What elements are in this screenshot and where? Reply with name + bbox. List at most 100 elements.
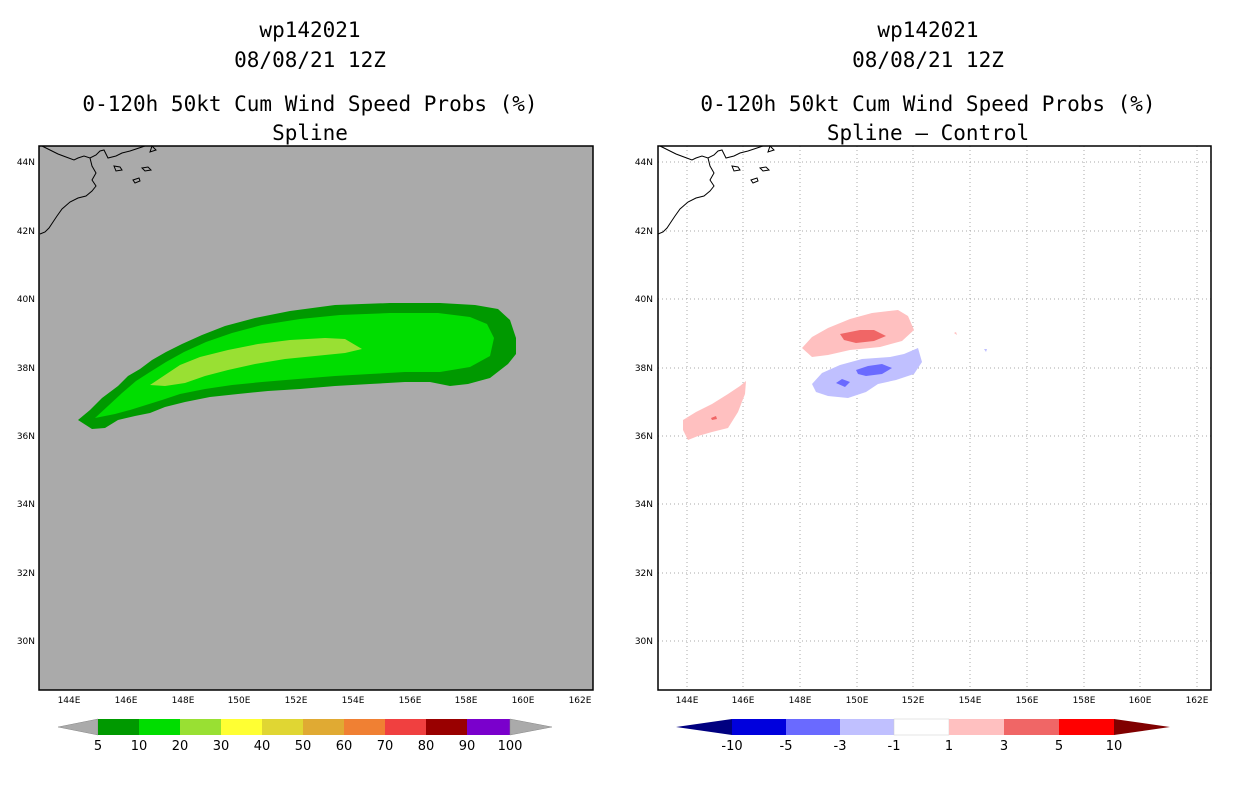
left-colorbar-swatch-1 [139, 719, 180, 735]
left-colorbar-swatch-2 [180, 719, 221, 735]
right-ytick-44n: 44N [635, 158, 653, 168]
right-xtick-150e: 150E [846, 696, 869, 706]
left-coastline-kuril-island-2 [140, 166, 153, 172]
left-ytick-34n: 34N [17, 500, 35, 510]
right-coastline-honshu [657, 157, 715, 235]
right-colorbar-swatch-2 [840, 719, 894, 735]
right-diff-negative-3-5-b [836, 379, 850, 387]
right-colorbar-swatch-3 [893, 718, 950, 736]
right-map-panel: 44N 42N 40N 38N 36N 34N 32N 30N 144E 146… [635, 145, 1212, 706]
left-colorbar-swatch-5 [303, 719, 344, 735]
right-title-method: Spline – Control [826, 121, 1030, 145]
right-ytick-42n: 42N [635, 227, 653, 237]
right-xtick-158e: 158E [1073, 696, 1096, 706]
left-title-storm-id: wp142021 [259, 18, 361, 42]
left-colorbar-label-60: 60 [336, 739, 353, 754]
right-xtick-160e: 160E [1129, 696, 1152, 706]
left-ytick-44n: 44N [17, 158, 35, 168]
left-colorbar-label-100: 100 [498, 739, 523, 754]
left-xtick-158e: 158E [455, 696, 478, 706]
left-xtick-152e: 152E [285, 696, 308, 706]
left-ytick-38n: 38N [17, 364, 35, 374]
right-ytick-30n: 30N [635, 637, 653, 647]
right-x-axis: 144E 146E 148E 150E 152E 154E 156E 158E … [676, 696, 1209, 706]
left-xtick-160e: 160E [512, 696, 535, 706]
right-ytick-38n: 38N [635, 364, 653, 374]
left-colorbar-label-70: 70 [377, 739, 394, 754]
left-y-axis: 44N 42N 40N 38N 36N 34N 32N 30N [17, 158, 35, 647]
left-colorbar-high-arrow [509, 718, 553, 736]
left-ytick-42n: 42N [17, 227, 35, 237]
left-colorbar-label-5: 5 [94, 739, 102, 754]
left-ytick-30n: 30N [17, 637, 35, 647]
left-xtick-156e: 156E [399, 696, 422, 706]
left-title-method: Spline [272, 121, 348, 145]
left-coastline-kuril-island-1 [113, 165, 123, 172]
right-ytick-36n: 36N [635, 432, 653, 442]
left-x-axis: 144E 146E 148E 150E 152E 154E 156E 158E … [58, 696, 592, 706]
left-coastline-honshu [39, 157, 97, 235]
right-colorbar-high-arrow [1114, 719, 1170, 735]
right-colorbar-label-minus5: -5 [780, 739, 793, 754]
right-colorbar-label-3: 3 [1000, 739, 1008, 754]
right-xtick-146e: 146E [732, 696, 755, 706]
right-title-storm-id: wp142021 [877, 18, 979, 42]
left-coastline-kuril-island-4 [149, 145, 157, 153]
left-colorbar-label-80: 80 [418, 739, 435, 754]
left-xtick-144e: 144E [58, 696, 81, 706]
right-coastline-hokkaido [659, 145, 764, 161]
right-colorbar-label-1: 1 [945, 739, 953, 754]
right-map-frame [657, 145, 1212, 691]
left-xtick-150e: 150E [228, 696, 251, 706]
left-ytick-36n: 36N [17, 432, 35, 442]
right-title-product: 0-120h 50kt Cum Wind Speed Probs (%) [700, 92, 1156, 116]
right-ytick-40n: 40N [635, 295, 653, 305]
right-xtick-162e: 162E [1186, 696, 1209, 706]
left-ytick-32n: 32N [17, 569, 35, 579]
left-colorbar-swatch-0 [98, 719, 139, 735]
right-coastline-kuril-island-3 [750, 177, 759, 184]
right-colorbar-low-arrow [676, 719, 732, 735]
right-colorbar-swatch-5 [1004, 719, 1059, 735]
left-colorbar-swatch-3 [221, 719, 262, 735]
right-ytick-32n: 32N [635, 569, 653, 579]
left-colorbar-label-10: 10 [131, 739, 148, 754]
right-colorbar-swatch-6 [1059, 719, 1114, 735]
right-colorbar-label-10: 10 [1106, 739, 1123, 754]
left-map-background [39, 146, 593, 690]
left-prob-band-20-30 [150, 338, 362, 386]
left-prob-band-10-20 [95, 313, 494, 418]
left-colorbar-label-50: 50 [295, 739, 312, 754]
right-map-background [658, 146, 1211, 690]
left-colorbar-swatch-6 [344, 719, 385, 735]
left-colorbar: 5 10 20 30 40 50 60 70 80 90 100 [57, 718, 553, 754]
left-colorbar-swatch-9 [467, 719, 510, 735]
right-colorbar-swatch-0 [732, 719, 786, 735]
right-colorbar-label-minus1: -1 [888, 739, 901, 754]
left-title-datetime: 08/08/21 12Z [234, 48, 386, 72]
right-colorbar-label-minus10: -10 [721, 739, 742, 754]
right-y-axis: 44N 42N 40N 38N 36N 34N 32N 30N [635, 158, 653, 647]
right-xtick-154e: 154E [959, 696, 982, 706]
left-map-panel: 44N 42N 40N 38N 36N 34N 32N 30N 144E 146… [17, 145, 594, 706]
right-diff-positive-3-5-center [840, 330, 886, 343]
right-xtick-156e: 156E [1016, 696, 1039, 706]
left-xtick-162e: 162E [569, 696, 592, 706]
right-colorbar-swatch-4 [949, 719, 1004, 735]
left-colorbar-swatch-8 [426, 719, 467, 735]
left-colorbar-label-40: 40 [254, 739, 271, 754]
right-colorbar-swatch-1 [786, 719, 840, 735]
right-ytick-34n: 34N [635, 500, 653, 510]
left-ytick-40n: 40N [17, 295, 35, 305]
left-colorbar-label-30: 30 [213, 739, 230, 754]
right-diff-speck-2 [984, 349, 987, 352]
right-coastline-kuril-island-2 [758, 166, 771, 172]
left-colorbar-label-20: 20 [172, 739, 189, 754]
right-title-datetime: 08/08/21 12Z [852, 48, 1004, 72]
right-coastline-kuril-island-4 [767, 145, 775, 153]
right-colorbar-label-5: 5 [1055, 739, 1063, 754]
right-diff-speck-1 [954, 332, 957, 335]
left-colorbar-swatch-7 [385, 719, 426, 735]
left-colorbar-label-90: 90 [459, 739, 476, 754]
